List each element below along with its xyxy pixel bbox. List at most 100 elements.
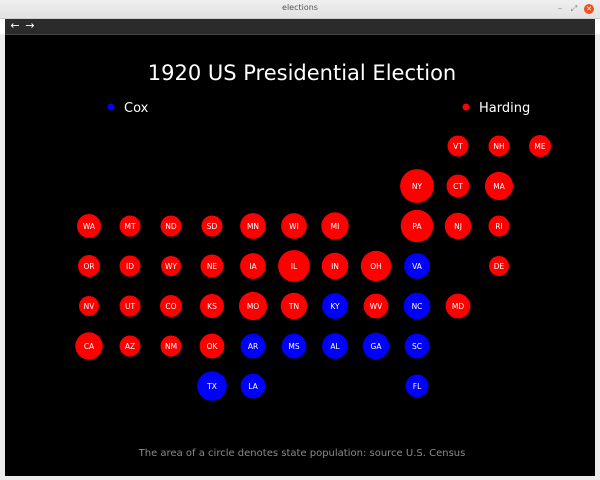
state-circle-ok <box>199 333 225 359</box>
state-label-ms: MS <box>288 342 299 351</box>
state-label-vt: VT <box>453 142 463 151</box>
state-label-mt: MT <box>124 222 135 231</box>
chart-caption: The area of a circle denotes state popul… <box>138 448 466 459</box>
legend-marker-harding <box>462 103 470 111</box>
state-label-va: VA <box>412 262 423 271</box>
state-circle-in <box>321 252 349 280</box>
state-label-mn: MN <box>247 222 259 231</box>
state-circle-va <box>404 253 430 279</box>
state-ut: UT <box>119 295 141 317</box>
election-map: 1920 US Presidential Election Cox Harding… <box>75 61 551 459</box>
window-frame-right <box>595 34 600 480</box>
state-circle-nm <box>160 335 182 357</box>
state-label-ut: UT <box>125 302 135 311</box>
state-circle-ri <box>488 215 510 237</box>
state-mo: MO <box>238 291 268 321</box>
state-circle-fl <box>405 374 429 398</box>
state-circle-co <box>160 295 182 317</box>
state-wa: WA <box>77 214 101 238</box>
state-label-ks: KS <box>207 302 217 311</box>
state-label-id: ID <box>126 262 134 271</box>
state-tx: TX <box>197 371 227 401</box>
window-titlebar: elections – ⤢ ✕ <box>0 0 600 19</box>
state-circle-ct <box>446 174 470 198</box>
state-ga: GA <box>362 332 390 360</box>
legend-marker-cox <box>107 103 115 111</box>
state-circle-al <box>322 333 348 359</box>
state-circle-ca <box>75 332 103 360</box>
state-label-ia: IA <box>249 262 257 271</box>
state-circle-ia <box>240 253 266 279</box>
state-nc: NC <box>403 292 431 320</box>
state-circle-md <box>445 293 471 319</box>
legend-item-harding: Harding <box>462 101 530 116</box>
state-label-oh: OH <box>370 262 382 271</box>
state-wy: WY <box>161 256 181 276</box>
state-sd: SD <box>201 215 223 237</box>
state-circle-ut <box>119 295 141 317</box>
state-in: IN <box>321 252 349 280</box>
state-label-sc: SC <box>412 342 422 351</box>
state-label-sd: SD <box>207 222 218 231</box>
state-circle-mi <box>321 212 349 240</box>
state-label-nh: NH <box>493 142 504 151</box>
state-az: AZ <box>119 335 141 357</box>
state-circle-oh <box>360 250 392 282</box>
state-circle-mn <box>240 213 266 239</box>
state-wi: WI <box>281 213 307 239</box>
arrow-right-icon[interactable]: → <box>25 19 35 32</box>
close-button[interactable]: ✕ <box>584 4 594 14</box>
state-mt: MT <box>119 215 141 237</box>
state-ma: MA <box>484 171 514 201</box>
state-label-me: ME <box>534 142 545 151</box>
state-label-ar: AR <box>248 342 258 351</box>
state-circle-pa <box>400 209 434 243</box>
state-pa: PA <box>400 209 434 243</box>
maximize-button[interactable]: ⤢ <box>570 4 578 13</box>
state-mn: MN <box>240 213 266 239</box>
state-circle-nv <box>79 296 99 316</box>
state-circle-wy <box>161 256 181 276</box>
state-label-nc: NC <box>412 302 423 311</box>
state-tn: TN <box>280 292 308 320</box>
state-circle-nj <box>444 212 472 240</box>
state-ct: CT <box>446 174 470 198</box>
state-circle-ne <box>200 254 224 278</box>
state-circle-ms <box>281 333 307 359</box>
state-ri: RI <box>488 215 510 237</box>
minimize-button[interactable]: – <box>558 4 562 13</box>
state-circle-ny <box>400 169 434 203</box>
state-circle-de <box>489 256 509 276</box>
state-circle-mt <box>119 215 141 237</box>
state-label-pa: PA <box>412 222 422 231</box>
state-md: MD <box>445 293 471 319</box>
state-label-ri: RI <box>495 222 502 231</box>
state-circle-sc <box>404 333 430 359</box>
state-label-nj: NJ <box>454 222 462 231</box>
state-sc: SC <box>404 333 430 359</box>
state-circle-tn <box>280 292 308 320</box>
state-label-mi: MI <box>331 222 340 231</box>
state-circle-vt <box>447 135 469 157</box>
state-circle-ar <box>240 333 266 359</box>
state-circles: VT NH ME NY CT MA WA MT ND SD MN WI MI PA NJ RI OR ID WY NE… <box>75 135 551 401</box>
state-co: CO <box>160 295 182 317</box>
arrow-left-icon[interactable]: ← <box>10 19 20 32</box>
state-mi: MI <box>321 212 349 240</box>
state-label-wi: WI <box>289 222 299 231</box>
state-circle-ky <box>322 293 348 319</box>
state-circle-nd <box>160 215 182 237</box>
navigation-toolbar: ← → <box>5 19 595 35</box>
state-label-wa: WA <box>83 222 96 231</box>
state-circle-mo <box>238 291 268 321</box>
state-circle-ga <box>362 332 390 360</box>
window-frame-left <box>0 34 5 480</box>
state-label-tn: TN <box>288 302 299 311</box>
state-label-mo: MO <box>247 302 259 311</box>
state-or: OR <box>78 255 100 277</box>
state-label-la: LA <box>248 382 258 391</box>
state-circle-la <box>240 373 266 399</box>
state-circle-ma <box>484 171 514 201</box>
state-va: VA <box>404 253 430 279</box>
state-label-nv: NV <box>84 302 96 311</box>
